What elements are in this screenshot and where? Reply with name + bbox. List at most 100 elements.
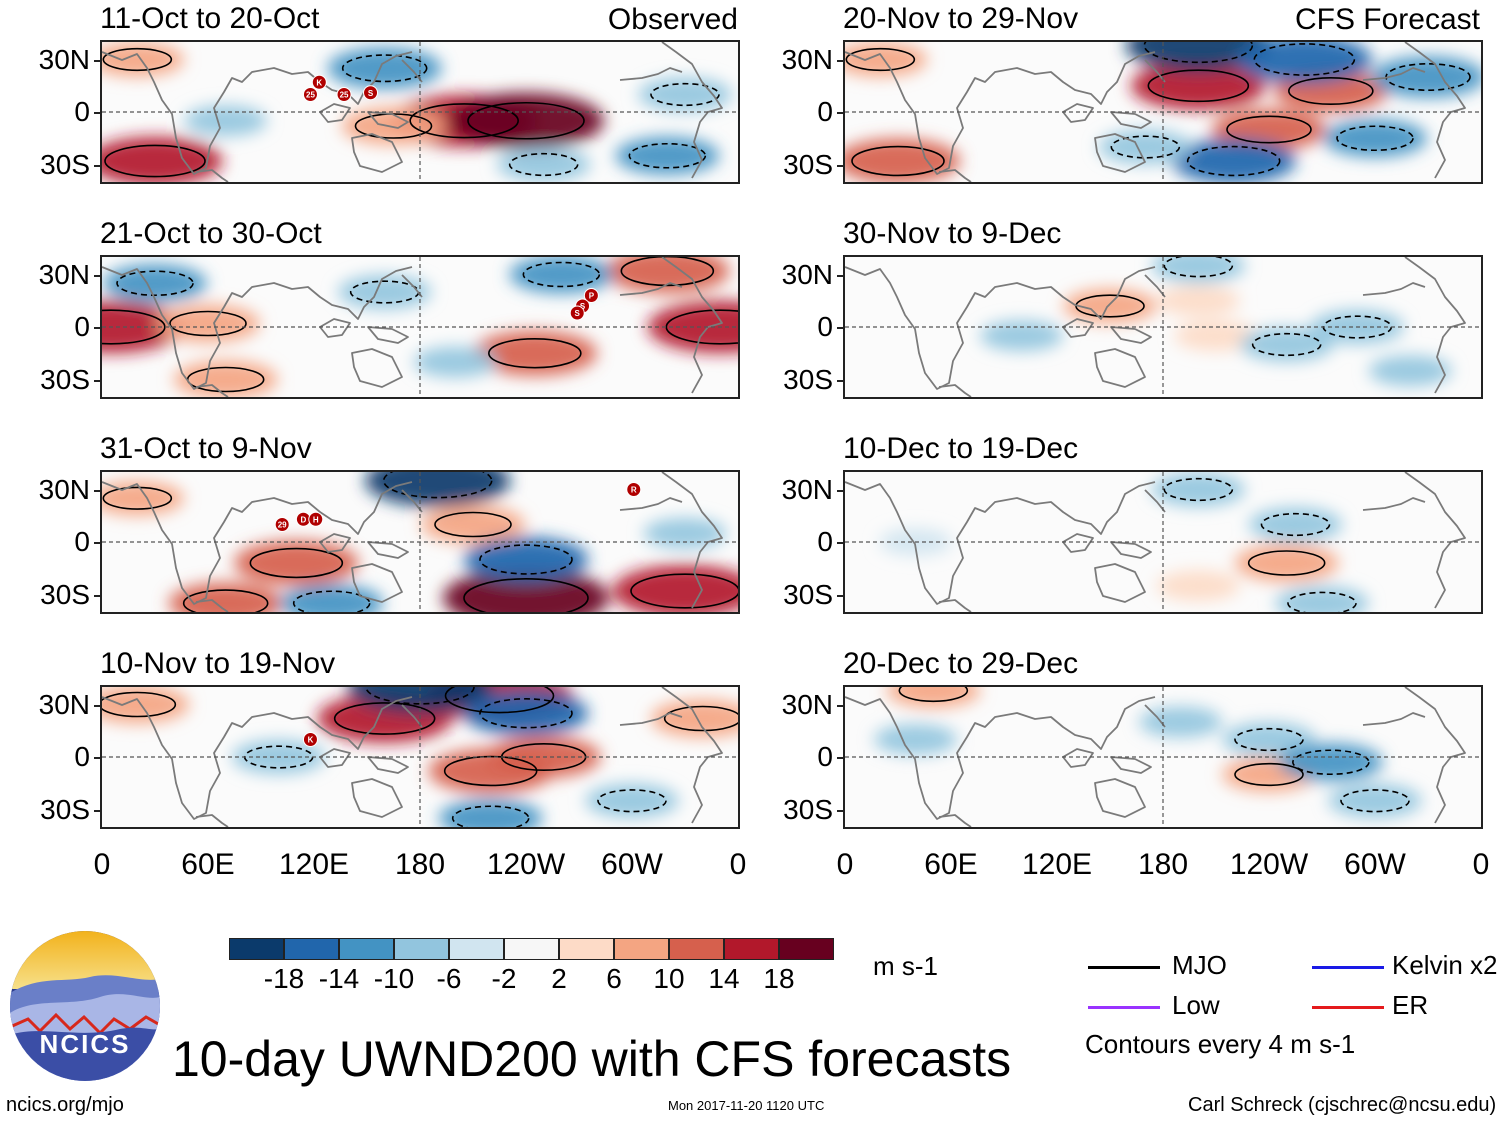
x-tick-label: 0 [836, 848, 854, 881]
map-svg-obs2: PSS [102, 257, 738, 397]
colorbar-label: -18 [263, 963, 305, 994]
panel-title-fc1: 20-Nov to 29-Nov [843, 2, 1079, 35]
ncics-logo: NCICS [10, 931, 160, 1081]
storm-label: 25 [340, 91, 349, 100]
y-tick [837, 809, 843, 812]
forecast-column-label: CFS Forecast [1294, 3, 1480, 36]
anomaly-blob [1174, 320, 1258, 352]
y-tick-label: 0 [74, 311, 90, 342]
anomaly-blob [874, 724, 958, 755]
storm-marker [302, 732, 318, 747]
anomaly-blob [496, 147, 591, 182]
y-tick [94, 704, 100, 707]
map-svg-fc1 [845, 42, 1481, 182]
anomaly-blob [442, 568, 610, 612]
colorbar-label: -6 [436, 963, 462, 994]
contour-line [1234, 762, 1304, 787]
contour-line [169, 310, 247, 337]
y-tick-label: 0 [817, 311, 833, 342]
y-tick-label: 30N [38, 258, 90, 290]
colorbar-label: -10 [373, 963, 415, 994]
storm-label: S [575, 309, 581, 318]
contour-line [665, 309, 738, 345]
colorbar-swatch [284, 938, 339, 960]
map-svg-fc2 [845, 257, 1481, 397]
coastlines [102, 42, 723, 182]
storm-marker [569, 305, 585, 321]
anomaly-blob [463, 536, 589, 583]
y-tick [837, 757, 843, 759]
anomaly-blob [585, 783, 679, 818]
colorbar-swatch [229, 938, 284, 960]
contour-line [1247, 550, 1326, 576]
contour-line [1163, 477, 1234, 502]
storm-label: S [580, 302, 586, 311]
anomaly-blob [638, 77, 732, 112]
colorbar-units: m s-1 [873, 951, 938, 981]
legend-line-mjo [1088, 966, 1160, 969]
anomaly-blob [1368, 355, 1452, 387]
chart-title: 10-day UWND200 with CFS forecasts [172, 1031, 1012, 1087]
site-link[interactable]: ncics.org/mjo [6, 1094, 124, 1116]
y-tick-label: 30N [781, 43, 833, 75]
contour-line [620, 257, 715, 287]
colorbar-label: 6 [606, 963, 622, 994]
contour-line [479, 544, 573, 575]
map-panel-fc2 [843, 255, 1483, 399]
contour-line [650, 82, 720, 107]
coastlines [102, 472, 723, 612]
contour-line [1340, 789, 1410, 813]
contour-line [1234, 727, 1304, 752]
anomaly-blob [156, 304, 260, 343]
contour-line [1253, 43, 1356, 76]
contour-line [292, 590, 371, 612]
map-svg-obs1: K25 25 S [102, 42, 738, 182]
y-tick [94, 164, 100, 167]
map-svg-fc4 [845, 687, 1481, 827]
y-tick [94, 274, 100, 277]
panel-title-obs4: 10-Nov to 19-Nov [100, 647, 336, 680]
contour-line [1110, 135, 1181, 159]
y-tick [94, 112, 100, 114]
anomaly-blob [102, 42, 185, 77]
x-tick-label: 180 [394, 848, 446, 881]
y-tick-label: 30N [781, 258, 833, 290]
y-tick [94, 59, 100, 62]
x-tick-label: 0 [93, 848, 111, 881]
map-panel-fc4 [843, 685, 1483, 829]
contour-line [382, 472, 493, 499]
contour-line [845, 47, 916, 72]
map-panel-obs4: K [100, 685, 740, 829]
y-tick-label: 0 [817, 741, 833, 772]
x-tick-label: 120E [278, 848, 350, 881]
colorbar-swatch [449, 938, 504, 960]
contour-line [467, 101, 585, 140]
x-tick-label: 60W [601, 848, 663, 881]
coastlines [102, 687, 723, 827]
y-tick-label: 30S [783, 148, 833, 180]
contour-line [1292, 749, 1370, 776]
storm-marker [583, 288, 599, 303]
anomaly-blob [341, 107, 446, 145]
contour-line [1336, 125, 1414, 152]
contour-line [630, 573, 738, 609]
y-tick-label: 0 [74, 741, 90, 772]
y-tick-label: 30N [38, 43, 90, 75]
x-tick-label: 60E [924, 848, 978, 881]
credit: Carl Schreck (cjschrec@ncsu.edu) [1188, 1094, 1497, 1116]
y-tick-label: 30S [40, 148, 90, 180]
y-tick-label: 30N [781, 688, 833, 720]
legend-line-er [1312, 1006, 1384, 1009]
colorbar-label: 2 [551, 963, 567, 994]
contour-line [102, 309, 166, 345]
anomaly-blob [103, 264, 207, 303]
y-tick [837, 489, 843, 492]
y-tick [837, 112, 843, 114]
panel-title-fc3: 10-Dec to 19-Dec [843, 432, 1079, 465]
contour-line [434, 511, 512, 538]
y-tick [94, 594, 100, 597]
anomaly-blob [1139, 706, 1223, 738]
contour-line [451, 805, 530, 827]
contour-line [597, 789, 667, 813]
colorbar-swatch [669, 938, 724, 960]
